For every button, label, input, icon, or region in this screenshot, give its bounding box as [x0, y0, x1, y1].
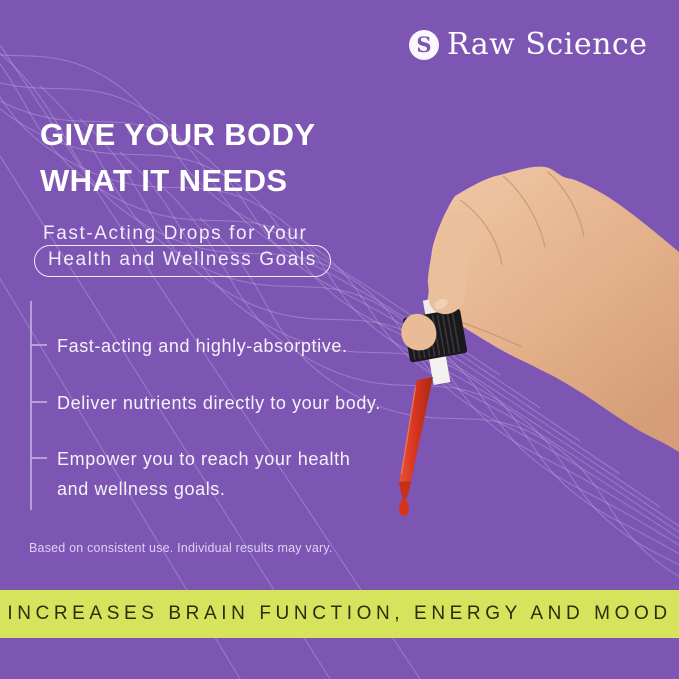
bullet-item-3: Empower you to reach your health and wel…: [57, 449, 351, 499]
disclaimer-text: Based on consistent use. Individual resu…: [29, 541, 333, 555]
subheadline-highlight-pill: Health and Wellness Goals: [34, 245, 331, 277]
bullet-tick-1: [31, 344, 47, 346]
dropper-glass-pipette: [429, 356, 451, 385]
benefit-banner: INCREASES BRAIN FUNCTION, ENERGY AND MOO…: [0, 590, 679, 638]
dropper-tip: [399, 481, 411, 500]
fingernail: [434, 298, 448, 310]
tube-highlight: [400, 386, 417, 475]
brand-monogram-icon: S: [409, 29, 439, 60]
bullet-bracket-line: [30, 301, 32, 510]
liquid-drop: [399, 497, 410, 516]
bullet-tick-2: [31, 401, 47, 403]
bullet-tick-3: [31, 457, 47, 459]
bullet-item-1: Fast-acting and highly-absorptive.: [57, 336, 348, 356]
headline: GIVE YOUR BODY WHAT IT NEEDS: [40, 112, 315, 204]
thumb: [401, 313, 437, 351]
hand-holding-dropper-image: [399, 166, 679, 516]
bullet-item-2: Deliver nutrients directly to your body.: [57, 393, 381, 413]
headline-line-1: GIVE YOUR BODY: [40, 117, 316, 152]
headline-line-2: WHAT IT NEEDS: [40, 163, 288, 198]
subheadline-lead: Fast-Acting Drops for Your: [43, 223, 308, 244]
dropper-red-tube: [399, 377, 433, 482]
index-finger: [428, 209, 480, 315]
brand-logo: S Raw Science: [409, 27, 647, 62]
brand-name: Raw Science: [447, 27, 648, 62]
benefit-banner-text: INCREASES BRAIN FUNCTION, ENERGY AND MOO…: [7, 603, 672, 624]
hand-silhouette: [427, 166, 679, 453]
